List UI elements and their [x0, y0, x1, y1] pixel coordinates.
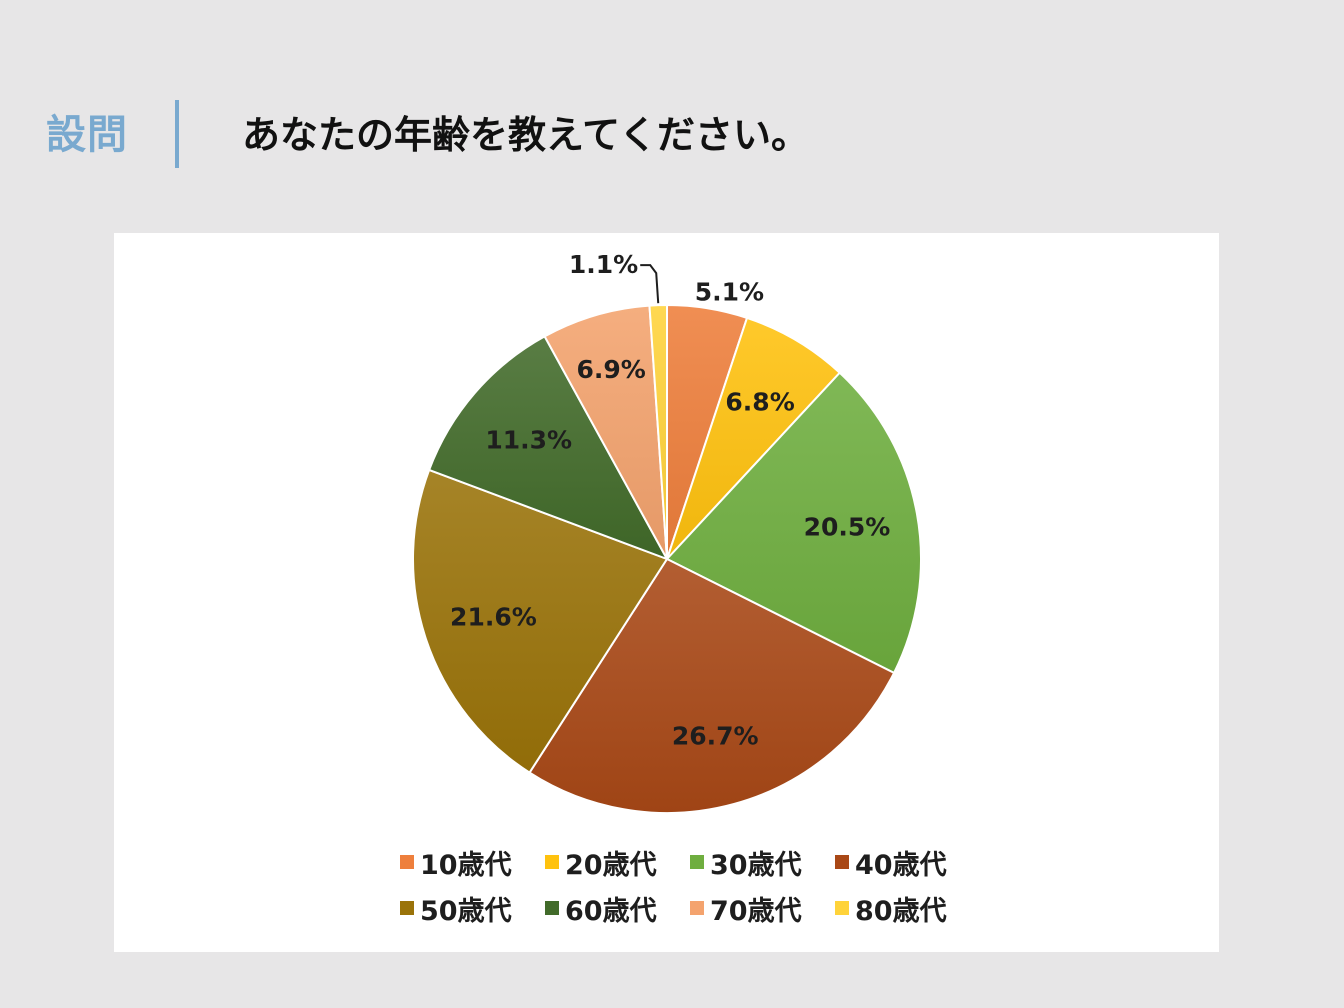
chart-legend: 10歳代 20歳代 30歳代 40歳代 50歳代 60歳代 70歳代 80歳代: [400, 845, 980, 927]
data-label-8: 1.1%: [569, 250, 638, 279]
legend-item-4: 40歳代: [835, 845, 980, 881]
legend-swatch: [835, 901, 849, 915]
legend-label: 50歳代: [420, 895, 512, 927]
legend-label: 40歳代: [855, 849, 947, 881]
legend-label: 30歳代: [710, 849, 802, 881]
pie-slice-8: [648, 303, 668, 560]
legend-swatch: [545, 855, 559, 869]
chart-panel: 5.1% 6.8% 20.5% 26.7% 21.6% 11.3% 6.9% 1.1% 10歳…: [114, 233, 1219, 952]
data-label-7: 6.9%: [576, 355, 645, 384]
header-divider: [175, 100, 179, 168]
leader-line-8: [640, 264, 660, 304]
legend-item-8: 80歳代: [835, 891, 980, 927]
pie-slice-3: [665, 371, 922, 675]
legend-swatch: [835, 855, 849, 869]
legend-swatch: [400, 901, 414, 915]
legend-label: 60歳代: [565, 895, 657, 927]
pie-slice-6: [427, 335, 670, 561]
data-label-1: 5.1%: [695, 277, 764, 306]
legend-item-5: 50歳代: [400, 891, 545, 927]
data-label-5: 21.6%: [450, 603, 537, 632]
data-label-3: 20.5%: [804, 512, 891, 541]
legend-item-2: 20歳代: [545, 845, 690, 881]
legend-label: 70歳代: [710, 895, 802, 927]
pie-data-labels: 5.1% 6.8% 20.5% 26.7% 21.6% 11.3% 6.9% 1.1%: [450, 250, 890, 750]
legend-swatch: [690, 855, 704, 869]
legend-label: 20歳代: [565, 849, 657, 881]
pie-slice-2: [666, 316, 842, 560]
pie-slices: [412, 303, 922, 814]
data-label-2: 6.8%: [725, 388, 794, 417]
pie-slice-7: [543, 304, 668, 560]
legend-swatch: [400, 855, 414, 869]
question-text: あなたの年齢を教えてください。: [242, 113, 809, 157]
legend-item-3: 30歳代: [690, 845, 835, 881]
pie-slice-5: [412, 468, 669, 774]
legend-swatch: [545, 901, 559, 915]
question-label: 設問: [46, 112, 128, 158]
pie-slice-4: [528, 557, 896, 814]
legend-item-6: 60歳代: [545, 891, 690, 927]
pie-chart: 5.1% 6.8% 20.5% 26.7% 21.6% 11.3% 6.9% 1.1%: [412, 250, 922, 814]
legend-item-1: 10歳代: [400, 845, 545, 881]
data-label-6: 11.3%: [485, 425, 572, 454]
data-label-4: 26.7%: [672, 721, 759, 750]
legend-item-7: 70歳代: [690, 891, 835, 927]
legend-swatch: [690, 901, 704, 915]
legend-label: 80歳代: [855, 895, 947, 927]
legend-label: 10歳代: [420, 849, 512, 881]
